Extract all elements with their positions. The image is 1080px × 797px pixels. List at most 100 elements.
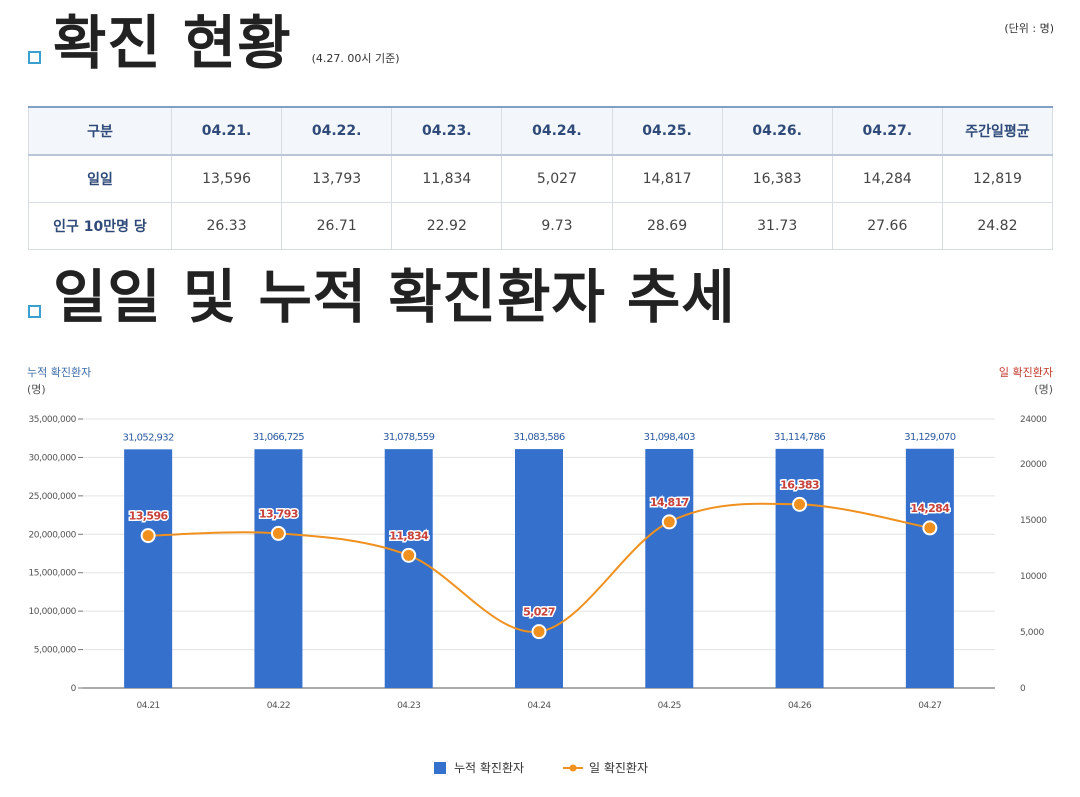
column-header: 주간일평균 [941, 106, 1054, 156]
x-tick-label: 04.21 [137, 701, 160, 711]
table-cell: 31.73 [721, 202, 833, 250]
table-cell: 26.33 [170, 202, 283, 250]
table-cell: 28.69 [611, 202, 723, 250]
left-tick-label: 0 [71, 684, 77, 694]
bar [645, 448, 694, 688]
section-bullet-icon [28, 51, 41, 64]
right-tick-label: 5,000 [1020, 628, 1044, 638]
bar-value-label: 31,078,559 [383, 432, 434, 443]
bar-value-label: 31,129,070 [904, 432, 955, 443]
bar [254, 449, 303, 688]
column-header: 04.21. [170, 106, 283, 156]
row-label: 인구 10만명 당 [28, 202, 172, 250]
table-cell: 14,284 [831, 154, 943, 203]
line-point [661, 514, 677, 530]
line-value-label: 14,284 [910, 502, 950, 515]
combo-chart: 누적 확진환자 (명) 일 확진환자 (명) 0 5,000,000 10,000,… [27, 365, 1053, 775]
left-tick-label: 30,000,000 [28, 453, 76, 463]
trend-title: 일일 및 누적 확진환자 추세 [53, 263, 736, 331]
left-tick-label: 25,000,000 [28, 492, 76, 502]
right-tick-label: 0 [1020, 684, 1026, 694]
line-series [140, 496, 938, 640]
right-tick-label: 24000 [1020, 415, 1047, 425]
bar-value-label: 31,052,932 [123, 432, 174, 443]
line-point [270, 525, 286, 541]
column-header: 04.22. [281, 106, 393, 156]
bar [384, 449, 433, 688]
line-value-label: 5,027 [523, 606, 555, 619]
column-header: 구분 [28, 106, 172, 156]
x-tick-label: 04.23 [397, 701, 420, 711]
line-point [140, 528, 156, 544]
x-tick-label: 04.27 [918, 701, 941, 711]
bar [775, 448, 824, 688]
left-tick-label: 20,000,000 [28, 530, 76, 540]
table-header-row: 구분 04.21. 04.22. 04.23. 04.24. 04.25. 04… [28, 106, 1054, 156]
right-axis-unit: (명) [1034, 383, 1053, 396]
bar [515, 449, 563, 688]
x-tick-label: 04.26 [788, 701, 812, 711]
line-value-label: 13,793 [259, 507, 298, 520]
row-label: 일일 [28, 154, 172, 203]
legend-bar-swatch [434, 762, 446, 774]
unit-note: (단위 : 명) [1004, 22, 1054, 35]
table-cell: 11,834 [391, 154, 503, 203]
bar-series [124, 448, 954, 688]
left-axis-unit: (명) [27, 383, 46, 396]
line-point [792, 496, 808, 512]
line-point [401, 547, 417, 563]
line-value-label: 13,596 [129, 510, 169, 523]
bar-value-label: 31,083,586 [513, 432, 564, 443]
table-row: 일일 13,596 13,793 11,834 5,027 14,817 16,… [28, 154, 1054, 203]
table-cell: 22.92 [391, 202, 503, 250]
right-tick-label: 20000 [1020, 460, 1047, 470]
x-tick-label: 04.25 [658, 701, 681, 711]
left-tick-label: 10,000,000 [28, 607, 76, 617]
table-cell: 9.73 [501, 202, 613, 250]
line-labels: 13,596 13,793 11,834 5,027 14,817 16,383 14,28… [127, 477, 952, 620]
table-cell: 24.82 [941, 202, 1054, 250]
right-axis-ticks: 0 5,000 10000 15000 20000 24000 [1020, 415, 1048, 694]
line-value-label: 14,817 [650, 496, 689, 509]
table-row: 인구 10만명 당 26.33 26.71 22.92 9.73 28.69 3… [28, 202, 1054, 250]
line-point [922, 520, 938, 536]
legend: 누적 확진환자 일 확진환자 [434, 761, 648, 775]
status-title: 확진 현황 [53, 9, 292, 77]
table-cell: 13,596 [170, 154, 283, 203]
table-cell: 13,793 [281, 154, 393, 203]
table-cell: 12,819 [941, 154, 1054, 203]
left-tick-label: 35,000,000 [28, 415, 76, 425]
legend-line-marker [569, 764, 577, 772]
legend-line-label: 일 확진환자 [589, 761, 648, 775]
bar-labels: 31,052,932 31,066,725 31,078,559 31,083,586… [123, 432, 957, 444]
column-header: 04.26. [721, 106, 833, 156]
left-tick-label: 5,000,000 [34, 646, 77, 656]
column-header: 04.27. [831, 106, 943, 156]
line-value-label: 16,383 [780, 478, 819, 491]
left-axis-title: 누적 확진환자 [27, 366, 91, 379]
right-tick-label: 10000 [1020, 572, 1047, 582]
bar [905, 448, 954, 688]
bar-value-label: 31,098,403 [644, 432, 695, 443]
x-tick-label: 04.24 [527, 701, 551, 711]
x-axis-labels: 04.21 04.22 04.23 04.24 04.25 04.26 04.27 [137, 701, 942, 711]
column-header: 04.25. [611, 106, 723, 156]
right-axis-title: 일 확진환자 [999, 365, 1053, 379]
line-value-label: 11,834 [389, 529, 429, 542]
table-cell: 16,383 [721, 154, 833, 203]
bar-value-label: 31,114,786 [774, 432, 825, 443]
bar-value-label: 31,066,725 [253, 432, 304, 443]
section-bullet-icon [28, 305, 41, 318]
column-header: 04.24. [501, 106, 613, 156]
legend-bar-label: 누적 확진환자 [454, 761, 524, 775]
table-cell: 26.71 [281, 202, 393, 250]
table-cell: 14,817 [611, 154, 723, 203]
trend-section-title: 일일 및 누적 확진환자 추세 [28, 268, 736, 326]
x-tick-label: 04.22 [267, 701, 290, 711]
basis-note: (4.27. 00시 기준) [311, 52, 400, 65]
table-cell: 5,027 [501, 154, 613, 203]
left-axis-ticks: 0 5,000,000 10,000,000 15,000,000 20,000,000… [28, 415, 83, 694]
column-header: 04.23. [391, 106, 503, 156]
table-cell: 27.66 [831, 202, 943, 250]
line-point [531, 624, 547, 640]
